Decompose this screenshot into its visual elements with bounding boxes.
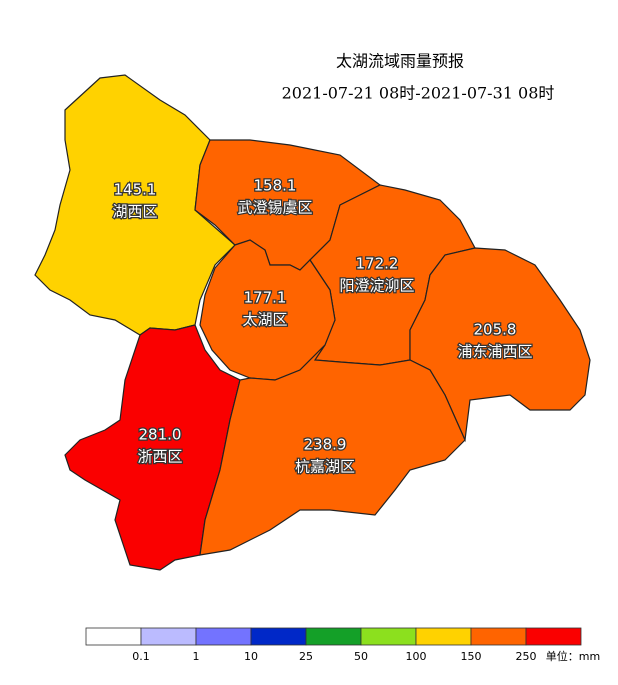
legend-swatch xyxy=(415,627,472,646)
legend-unit: 单位：mm xyxy=(546,649,600,663)
legend-swatch xyxy=(470,627,527,646)
region-value: 281.0 xyxy=(139,426,182,444)
legend-swatch xyxy=(305,627,362,646)
region-name: 浙西区 xyxy=(137,448,182,466)
legend-tick: 250 xyxy=(516,650,537,663)
region-value: 238.9 xyxy=(304,436,347,454)
region-name: 杭嘉湖区 xyxy=(295,458,355,476)
title: 太湖流域雨量预报 xyxy=(336,52,464,71)
region-value: 158.1 xyxy=(254,177,297,195)
region-name: 湖西区 xyxy=(112,203,157,221)
region xyxy=(64,324,241,571)
region-name: 阳澄淀泖区 xyxy=(339,277,414,295)
legend-swatch xyxy=(85,627,142,646)
legend-tick: 100 xyxy=(406,650,427,663)
legend-tick: 1 xyxy=(193,650,200,663)
legend-swatch xyxy=(195,627,252,646)
legend-swatch xyxy=(250,627,307,646)
region-value: 205.8 xyxy=(474,321,517,339)
region-name: 武澄锡虞区 xyxy=(237,199,312,217)
legend-swatch xyxy=(525,627,582,646)
subtitle: 2021-07-21 08时-2021-07-31 08时 xyxy=(282,84,555,103)
region-value: 145.1 xyxy=(114,181,157,199)
legend-tick: 50 xyxy=(354,650,368,663)
region-value: 177.1 xyxy=(244,289,287,307)
legend-tick: 10 xyxy=(244,650,258,663)
region-name: 浦东浦西区 xyxy=(457,343,532,361)
legend-tick: 150 xyxy=(461,650,482,663)
legend-swatch xyxy=(360,627,417,646)
region-name: 太湖区 xyxy=(242,311,287,329)
legend-tick: 0.1 xyxy=(132,650,150,663)
region-value: 172.2 xyxy=(356,255,399,273)
region xyxy=(199,344,466,556)
region xyxy=(409,247,591,443)
legend-swatch xyxy=(140,627,197,646)
legend-tick: 25 xyxy=(299,650,313,663)
